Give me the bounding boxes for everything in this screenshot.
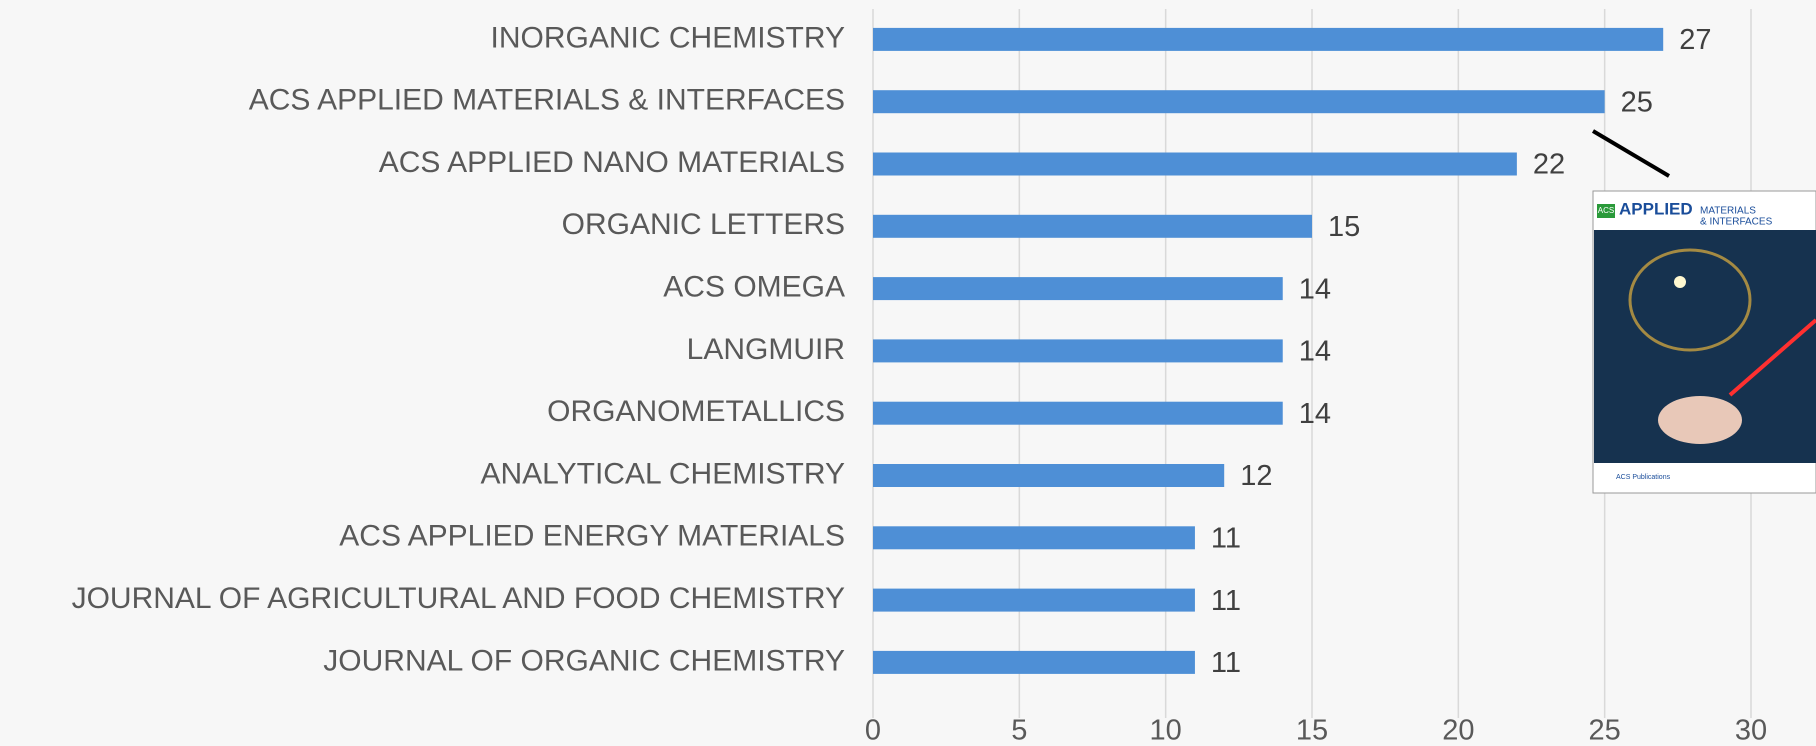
cover-glow [1674, 276, 1686, 288]
x-tick-label: 15 [1296, 715, 1328, 746]
x-tick-label: 25 [1589, 715, 1621, 746]
bar [873, 589, 1195, 612]
journal-cover: ACS APPLIED MATERIALS & INTERFACES ACS P… [1593, 191, 1816, 493]
bar [873, 464, 1224, 487]
data-label: 15 [1328, 211, 1360, 243]
cover-title: APPLIED [1619, 199, 1693, 218]
y-tick-label: LANGMUIR [687, 333, 845, 366]
x-tick-label: 10 [1150, 715, 1182, 746]
data-label: 22 [1533, 149, 1565, 181]
y-tick-label: ACS APPLIED MATERIALS & INTERFACES [249, 84, 845, 117]
data-label: 11 [1211, 585, 1241, 617]
x-tick-label: 0 [865, 715, 881, 746]
data-label: 11 [1211, 647, 1241, 679]
bar [873, 651, 1195, 674]
data-label: 27 [1679, 24, 1711, 56]
data-label: 14 [1299, 273, 1331, 305]
y-tick-label: ORGANIC LETTERS [562, 208, 845, 241]
y-tick-label: INORGANIC CHEMISTRY [491, 21, 845, 54]
bar [873, 28, 1663, 51]
y-tick-label: JOURNAL OF ORGANIC CHEMISTRY [323, 644, 845, 677]
chart: 0 5 10 15 20 25 30 INORGANIC CHEMISTRY 27 ACS APP… [0, 0, 1816, 746]
data-label: 25 [1621, 86, 1653, 118]
cover-mouse [1658, 396, 1742, 444]
bar [873, 277, 1283, 300]
y-tick-label: ORGANOMETALLICS [547, 395, 845, 428]
y-tick-label: JOURNAL OF AGRICULTURAL AND FOOD CHEMIST… [72, 582, 845, 615]
y-tick-label: ACS APPLIED ENERGY MATERIALS [339, 520, 845, 553]
bar [873, 153, 1517, 176]
bar [873, 215, 1312, 238]
cover-title-3: & INTERFACES [1700, 217, 1773, 228]
bar [873, 526, 1195, 549]
bar [873, 339, 1283, 362]
x-tick-label: 20 [1442, 715, 1474, 746]
cover-brand: ACS [1598, 206, 1614, 215]
cover-publisher: ACS Publications [1616, 474, 1671, 481]
y-tick-label: ANALYTICAL CHEMISTRY [480, 457, 845, 490]
data-label: 14 [1299, 336, 1331, 368]
x-tick-label: 5 [1011, 715, 1027, 746]
cover-title-2: MATERIALS [1700, 206, 1756, 217]
data-label: 11 [1211, 522, 1241, 554]
y-tick-label: ACS APPLIED NANO MATERIALS [379, 146, 845, 179]
data-label: 12 [1240, 460, 1272, 492]
bar [873, 90, 1605, 113]
y-tick-label: ACS OMEGA [663, 271, 845, 304]
x-tick-label: 30 [1735, 715, 1767, 746]
data-label: 14 [1299, 398, 1331, 430]
bar [873, 402, 1283, 425]
